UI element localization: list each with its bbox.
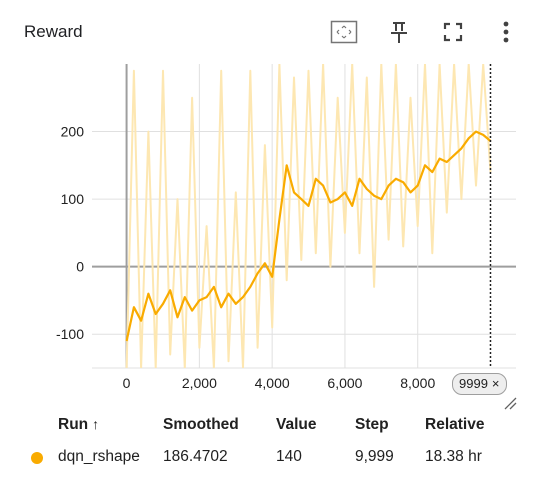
card-title: Reward bbox=[24, 22, 83, 41]
close-icon[interactable]: × bbox=[491, 376, 500, 391]
x-tick-label: 8,000 bbox=[400, 375, 435, 391]
x-tick-label: 0 bbox=[123, 375, 131, 391]
relative-time: 18.38 hr bbox=[425, 448, 482, 465]
step-value: 9,999 bbox=[355, 448, 394, 465]
run-column-header[interactable]: Run ↑ bbox=[58, 416, 99, 434]
pin-icon bbox=[391, 22, 407, 43]
x-axis-labels: 0 2,000 4,000 6,000 8,000 bbox=[123, 375, 436, 391]
x-tick-label: 4,000 bbox=[255, 375, 290, 391]
fit-domain-icon bbox=[330, 20, 358, 44]
smoothed-value: 186.4702 bbox=[163, 448, 228, 465]
y-tick-label: 100 bbox=[61, 191, 85, 207]
relative-column-header[interactable]: Relative bbox=[425, 416, 485, 433]
run-color-icon bbox=[31, 452, 43, 464]
step-column-header[interactable]: Step bbox=[355, 416, 389, 433]
pin-button[interactable] bbox=[383, 16, 415, 48]
x-tick-label: 6,000 bbox=[327, 375, 362, 391]
reward-chart[interactable]: -100 0 100 200 0 2,000 4,000 6,000 8,000 bbox=[0, 64, 535, 404]
run-header-label: Run bbox=[58, 416, 89, 433]
more-options-button[interactable] bbox=[490, 16, 522, 48]
step-chip-label: 9999 bbox=[459, 376, 488, 391]
smoothed-series-line bbox=[125, 130, 492, 342]
y-tick-label: 200 bbox=[61, 124, 85, 140]
raw-series-line bbox=[125, 64, 492, 368]
fullscreen-icon bbox=[443, 22, 463, 42]
y-tick-label: 0 bbox=[76, 259, 84, 275]
step-selector-chip[interactable]: 9999 × bbox=[452, 373, 507, 395]
fit-domain-button[interactable] bbox=[328, 16, 360, 48]
smoothed-column-header[interactable]: Smoothed bbox=[163, 416, 239, 433]
y-axis-labels: -100 0 100 200 bbox=[56, 124, 84, 343]
run-name: dqn_rshape bbox=[58, 448, 140, 465]
y-tick-label: -100 bbox=[56, 326, 84, 342]
resize-handle-icon[interactable] bbox=[503, 396, 517, 410]
x-tick-label: 2,000 bbox=[182, 375, 217, 391]
chart-area[interactable]: -100 0 100 200 0 2,000 4,000 6,000 8,000 bbox=[0, 64, 535, 404]
fullscreen-button[interactable] bbox=[437, 16, 469, 48]
card-header: Reward bbox=[0, 0, 535, 64]
value-column-header[interactable]: Value bbox=[276, 416, 317, 433]
sort-ascending-icon: ↑ bbox=[92, 416, 100, 432]
more-vert-icon bbox=[503, 21, 509, 43]
raw-value: 140 bbox=[276, 448, 302, 465]
